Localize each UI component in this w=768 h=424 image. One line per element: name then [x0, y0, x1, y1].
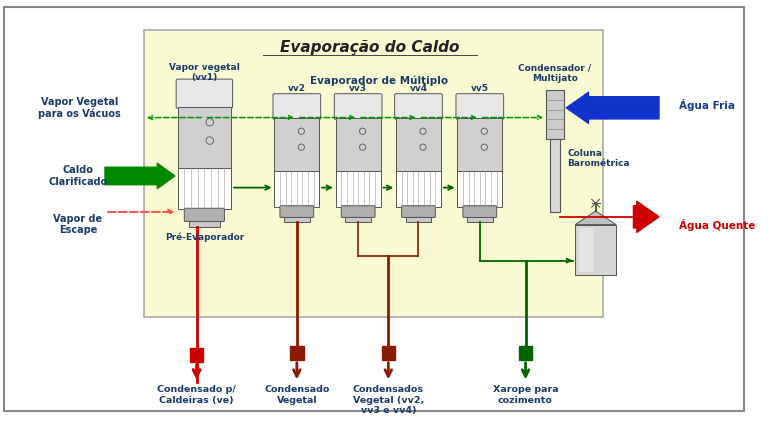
Text: Água Fria: Água Fria: [680, 99, 735, 111]
Text: Vapor de
Escape: Vapor de Escape: [53, 214, 102, 235]
Bar: [189, 221, 220, 226]
Text: Condensados
Vegetal (vv2,
vv3 e vv4): Condensados Vegetal (vv2, vv3 e vv4): [353, 385, 424, 415]
Bar: [346, 217, 371, 222]
Bar: [284, 217, 310, 222]
Text: vv3: vv3: [349, 84, 367, 93]
Text: Evaporação do Caldo: Evaporação do Caldo: [280, 40, 459, 55]
FancyBboxPatch shape: [273, 94, 321, 120]
Bar: [518, 346, 532, 360]
Text: Água Quente: Água Quente: [680, 219, 756, 231]
Text: vv2: vv2: [288, 84, 306, 93]
Text: Condensado p/
Caldeiras (ve): Condensado p/ Caldeiras (ve): [157, 385, 236, 404]
Bar: [177, 168, 231, 209]
FancyBboxPatch shape: [402, 206, 435, 218]
Bar: [336, 171, 380, 206]
Bar: [290, 346, 303, 360]
FancyBboxPatch shape: [341, 206, 375, 218]
Text: Vapor vegetal
(vv1): Vapor vegetal (vv1): [169, 63, 240, 83]
Bar: [274, 118, 319, 171]
FancyBboxPatch shape: [463, 206, 497, 218]
FancyBboxPatch shape: [395, 94, 442, 120]
Text: Condensador /
Multijato: Condensador / Multijato: [518, 63, 591, 83]
Text: vv5: vv5: [471, 84, 488, 93]
FancyBboxPatch shape: [184, 208, 224, 221]
Text: Coluna
Barométrica: Coluna Barométrica: [568, 149, 630, 168]
Bar: [546, 90, 564, 139]
FancyBboxPatch shape: [334, 94, 382, 120]
Bar: [144, 30, 604, 317]
Bar: [396, 118, 441, 171]
Bar: [458, 171, 502, 206]
Text: Caldo
Clarificado: Caldo Clarificado: [48, 165, 108, 187]
FancyBboxPatch shape: [456, 94, 504, 120]
Bar: [382, 346, 395, 360]
Polygon shape: [575, 211, 616, 225]
Text: Pré-Evaporador: Pré-Evaporador: [165, 232, 244, 242]
Bar: [396, 171, 441, 206]
Bar: [274, 171, 319, 206]
Text: vv4: vv4: [409, 84, 428, 93]
Text: Evaporador de Múltiplo: Evaporador de Múltiplo: [310, 75, 449, 86]
Bar: [579, 228, 594, 272]
Bar: [467, 217, 493, 222]
Bar: [458, 118, 502, 171]
Bar: [550, 139, 560, 212]
Text: Vapor Vegetal
para os Vácuos: Vapor Vegetal para os Vácuos: [38, 97, 121, 119]
Bar: [177, 107, 231, 168]
Bar: [190, 348, 204, 362]
Text: Condensado
Vegetal: Condensado Vegetal: [264, 385, 329, 404]
FancyBboxPatch shape: [176, 79, 233, 108]
Bar: [406, 217, 432, 222]
Bar: [575, 225, 616, 275]
Text: Xarope para
cozimento: Xarope para cozimento: [493, 385, 558, 404]
FancyBboxPatch shape: [280, 206, 314, 218]
Bar: [336, 118, 380, 171]
